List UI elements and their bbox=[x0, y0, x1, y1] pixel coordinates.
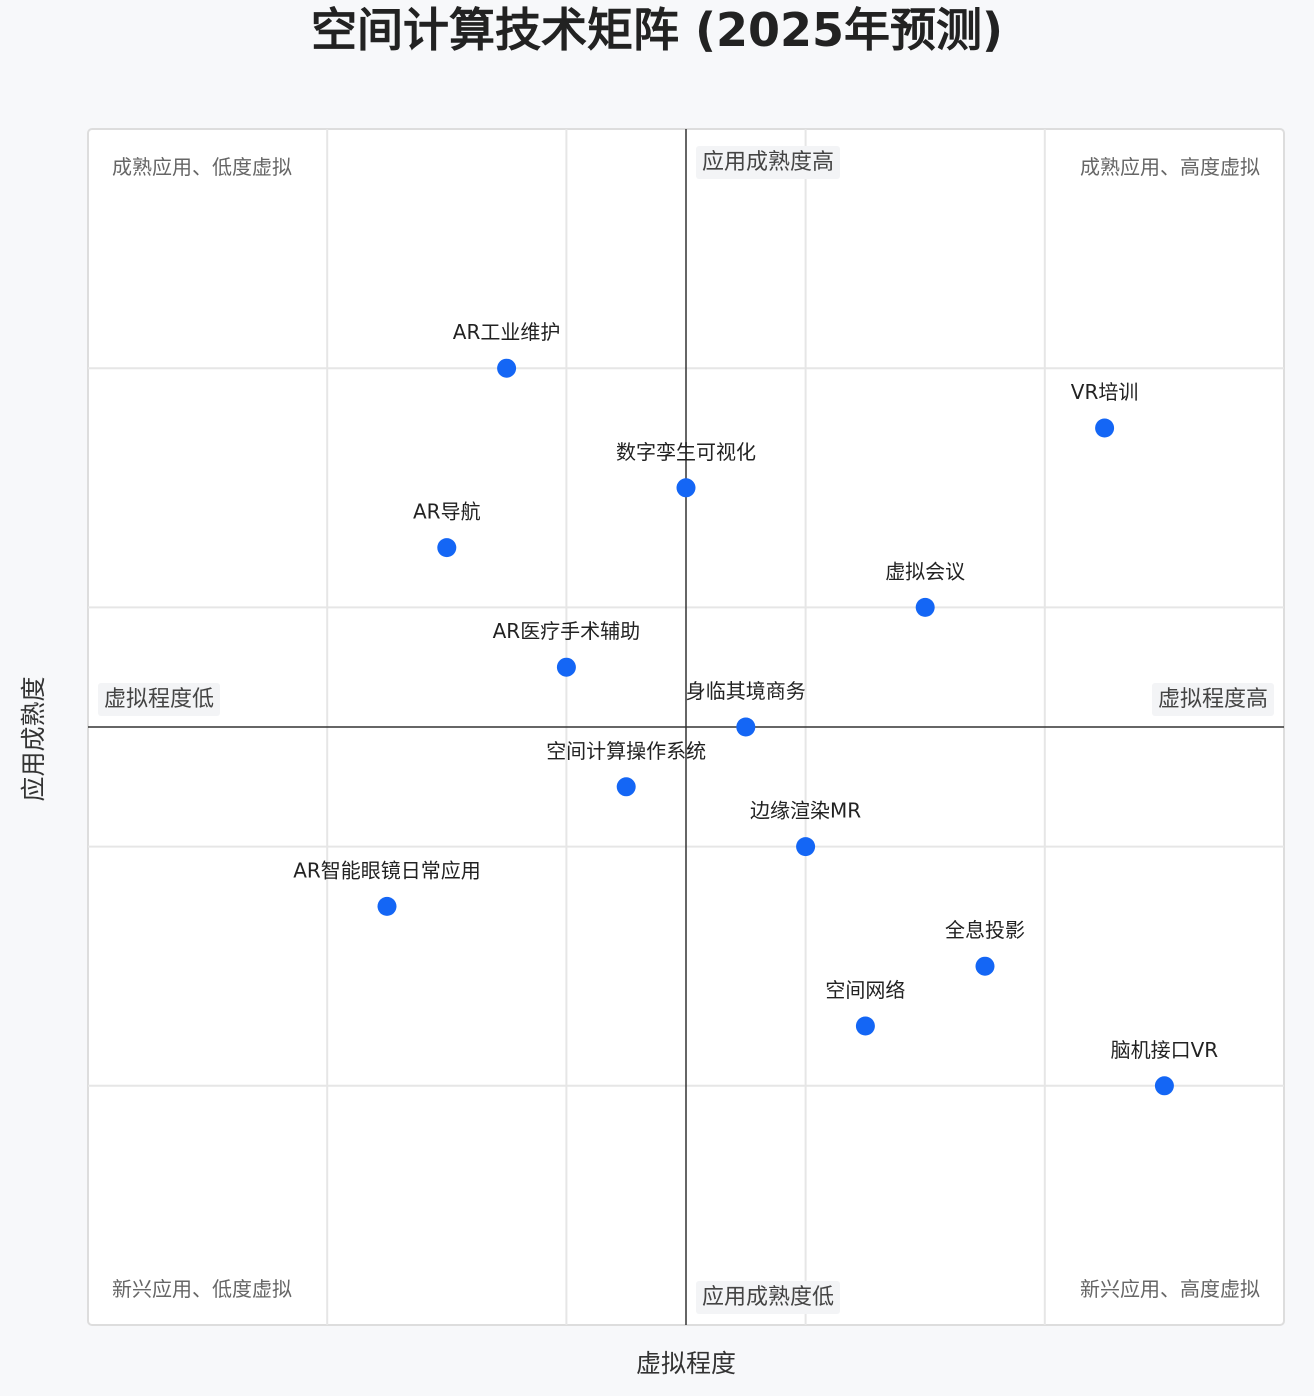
x-low-label-background bbox=[98, 683, 221, 716]
data-point[interactable] bbox=[1095, 418, 1115, 438]
y-low-label-background bbox=[696, 1281, 841, 1314]
y-high-label-background bbox=[696, 146, 841, 179]
data-point-label: 身临其境商务 bbox=[686, 679, 806, 703]
data-point-label: AR医疗手术辅助 bbox=[493, 619, 641, 643]
y-axis-high-label: 应用成熟度高 bbox=[702, 150, 834, 175]
data-point[interactable] bbox=[377, 896, 397, 916]
data-point-label: AR工业维护 bbox=[453, 320, 561, 344]
chart-title: 空间计算技术矩阵 (2025年预测) bbox=[310, 3, 1004, 57]
data-point-label: 虚拟会议 bbox=[885, 559, 965, 583]
data-point-label: 空间网络 bbox=[825, 978, 905, 1002]
data-point[interactable] bbox=[556, 657, 576, 677]
data-point-label: AR智能眼镜日常应用 bbox=[293, 858, 481, 882]
data-point[interactable] bbox=[497, 358, 517, 378]
data-point[interactable] bbox=[736, 717, 756, 737]
axis-lines bbox=[88, 129, 1284, 1325]
quadrant-label-bottom-right: 新兴应用、高度虚拟 bbox=[1080, 1277, 1260, 1301]
quadrant-label-top-left: 成熟应用、低度虚拟 bbox=[112, 155, 292, 179]
data-point[interactable] bbox=[1154, 1076, 1174, 1096]
data-point-label: 全息投影 bbox=[945, 918, 1025, 942]
x-axis-title: 虚拟程度 bbox=[636, 1349, 736, 1378]
data-point-label: AR导航 bbox=[413, 500, 481, 524]
quadrant-label-bottom-left: 新兴应用、低度虚拟 bbox=[112, 1277, 292, 1301]
x-axis-low-label: 虚拟程度低 bbox=[104, 687, 214, 712]
x-high-label-background bbox=[1151, 683, 1274, 716]
x-axis-high-label: 虚拟程度高 bbox=[1158, 687, 1268, 712]
data-point[interactable] bbox=[915, 597, 935, 617]
y-axis-low-label: 应用成熟度低 bbox=[702, 1285, 834, 1310]
data-point-label: 空间计算操作系统 bbox=[546, 739, 706, 763]
data-point-label: VR培训 bbox=[1071, 380, 1139, 404]
data-point[interactable] bbox=[676, 478, 696, 498]
y-axis-title: 应用成熟度 bbox=[19, 676, 48, 801]
data-point[interactable] bbox=[975, 956, 995, 976]
data-point[interactable] bbox=[437, 538, 457, 558]
data-point-label: 数字孪生可视化 bbox=[616, 440, 756, 464]
data-point[interactable] bbox=[796, 837, 816, 857]
quadrant-label-top-right: 成熟应用、高度虚拟 bbox=[1080, 155, 1260, 179]
data-point[interactable] bbox=[616, 777, 636, 797]
data-point-label: 边缘渲染MR bbox=[750, 799, 861, 823]
data-point[interactable] bbox=[855, 1016, 875, 1036]
data-point-label: 脑机接口VR bbox=[1111, 1038, 1219, 1062]
